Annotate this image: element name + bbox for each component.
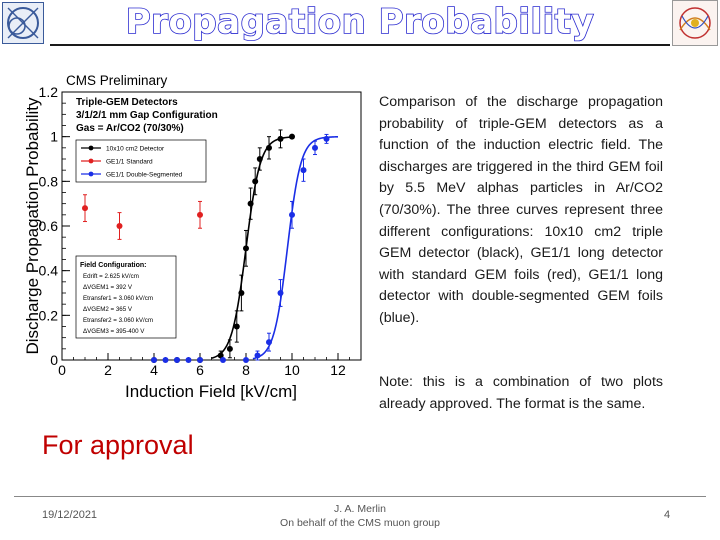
data-point-series-2	[162, 357, 169, 363]
field-config-line-5: Etransfer2 = 3.060 kV/cm	[83, 317, 153, 324]
data-point-series-2	[197, 357, 203, 363]
legend-label-black: 10x10 cm2 Detector	[106, 146, 165, 153]
legend-entry-red: GE1/1 Standard	[81, 159, 153, 166]
field-config-line-2: ΔVGEM1 = 392 V	[83, 284, 133, 291]
setup-line-1: Triple-GEM Detectors	[76, 97, 178, 108]
x-tick-label-5: 10	[284, 362, 300, 378]
y-tick-label-1: 0.2	[39, 307, 59, 323]
data-point-series-0	[277, 135, 284, 142]
legend-label-blue: GE1/1 Double-Segmented	[106, 172, 183, 179]
y-tick-label-5: 1	[50, 129, 58, 145]
x-tick-label-3: 6	[196, 362, 204, 378]
footer-divider	[14, 496, 706, 497]
y-tick-label-0: 0	[50, 352, 58, 368]
data-point-series-0	[252, 178, 259, 185]
data-point-series-2	[254, 352, 261, 359]
propagation-probability-chart: 0 2 4 6 8 10 12 0 0.2 0.4 0.6 0.8 1 1.2 CMS Prelimina…	[23, 73, 362, 401]
field-config-line-6: ΔVGEM3 = 395-400 V	[83, 328, 145, 335]
footer-date: 19/12/2021	[42, 509, 98, 521]
x-tick-label-6: 12	[330, 362, 346, 378]
chart-header: CMS Preliminary	[66, 73, 168, 88]
x-tick-label-2: 4	[150, 362, 158, 378]
y-tick-label-2: 0.4	[39, 263, 59, 279]
approval-label: For approval	[42, 430, 194, 460]
x-tick-label-0: 0	[58, 362, 66, 378]
data-point-series-2	[151, 357, 157, 363]
data-point-series-0	[289, 133, 295, 140]
data-point-series-0	[217, 352, 224, 359]
field-config-box	[75, 255, 177, 339]
data-point-series-0	[247, 200, 254, 207]
data-point-series-0	[266, 144, 272, 151]
setup-line-3: Gas = Ar/CO2 (70/30%)	[76, 123, 184, 134]
data-point-series-1	[116, 223, 123, 229]
title-divider	[50, 44, 670, 46]
field-config-line-4: ΔVGEM2 = 365 V	[83, 306, 133, 313]
field-config-line-1: Edrift = 2.625 kV/cm	[83, 273, 139, 280]
data-point-series-0	[233, 323, 240, 330]
data-point-series-1	[82, 205, 88, 212]
y-tick-label-3: 0.6	[39, 218, 59, 234]
data-point-series-2	[312, 144, 318, 151]
cern-logo	[2, 2, 44, 44]
author-name: J. A. Merlin	[334, 503, 386, 515]
data-point-series-2	[174, 357, 180, 363]
x-tick-label-1: 2	[104, 362, 112, 378]
y-tick-label-6: 1.2	[39, 84, 59, 100]
y-axis-title: Discharge Propagation Probability	[23, 97, 42, 355]
field-config-heading: Field Configuration:	[80, 262, 147, 269]
field-config-line-3: Etransfer1 = 3.060 kV/cm	[83, 295, 153, 302]
data-point-series-0	[226, 345, 233, 352]
legend-entry-blue: GE1/1 Double-Segmented	[81, 172, 183, 179]
description-text: Comparison of the discharge propagation …	[379, 94, 663, 326]
data-point-series-0	[256, 156, 263, 162]
author-affiliation: On behalf of the CMS muon group	[280, 517, 440, 529]
data-point-series-2	[277, 290, 284, 296]
data-point-series-2	[289, 211, 295, 218]
data-point-series-2	[266, 339, 272, 346]
data-point-series-0	[238, 290, 245, 296]
slide-title: Propagation Probability	[125, 1, 595, 43]
data-point-series-2	[323, 135, 330, 142]
footer-author: J. A. Merlin On behalf of the CMS muon g…	[230, 502, 490, 530]
x-tick-label-4: 8	[242, 362, 250, 378]
page-number: 4	[664, 509, 671, 521]
data-point-series-2	[243, 357, 249, 363]
data-point-series-2	[300, 167, 307, 174]
data-point-series-0	[243, 245, 249, 252]
y-tick-label-4: 0.8	[39, 173, 59, 189]
x-axis-title: Induction Field [kV/cm]	[125, 382, 297, 401]
data-point-series-2	[220, 357, 226, 363]
legend-label-red: GE1/1 Standard	[106, 159, 153, 166]
note-text: Note: this is a combination of two plots…	[379, 374, 663, 412]
data-point-series-1	[197, 211, 203, 218]
cms-logo	[672, 0, 718, 46]
setup-line-2: 3/1/2/1 mm Gap Configuration	[76, 110, 218, 121]
legend-box	[75, 139, 207, 183]
legend-entry-black: 10x10 cm2 Detector	[81, 146, 165, 153]
data-point-series-2	[185, 357, 192, 363]
